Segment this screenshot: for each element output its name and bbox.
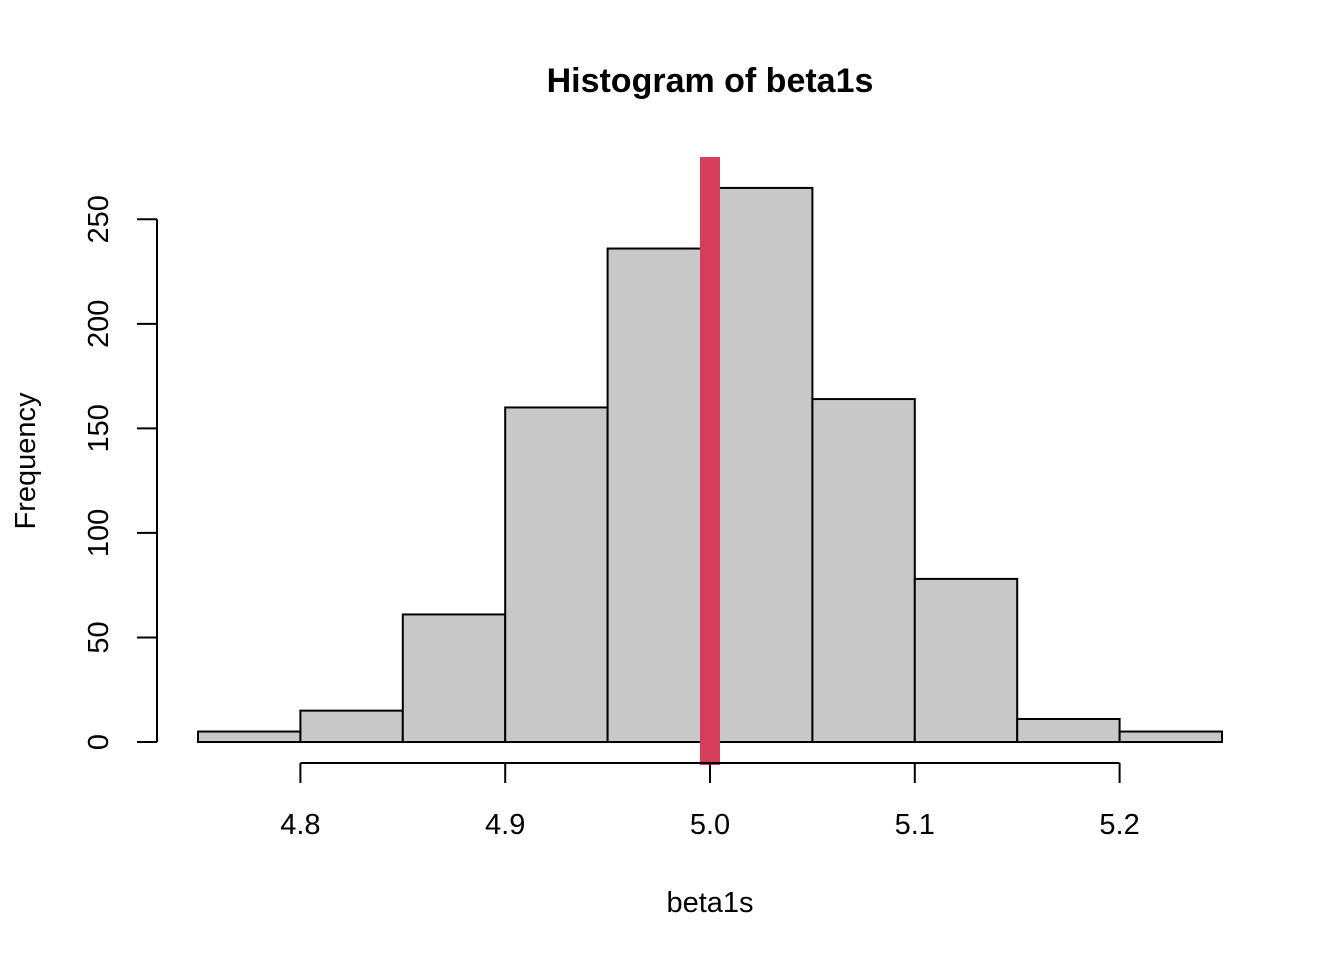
x-axis: 4.8 4.9 5.0 5.1 5.2 xyxy=(280,762,1140,841)
y-tick-label: 200 xyxy=(83,300,115,348)
histogram-bar xyxy=(811,398,916,743)
x-tick-label: 5.0 xyxy=(690,809,730,841)
x-axis-label: beta1s xyxy=(666,887,753,919)
y-tick-label: 0 xyxy=(83,734,115,750)
reference-line xyxy=(700,157,720,765)
histogram-bar xyxy=(913,577,1019,744)
y-axis-label: Frequency xyxy=(10,392,42,530)
histogram-bar xyxy=(197,730,302,744)
x-tick-label: 5.1 xyxy=(895,809,935,841)
chart-title: Histogram of beta1s xyxy=(547,62,874,100)
histogram-bars xyxy=(197,186,1223,744)
x-tick-label: 5.2 xyxy=(1099,809,1139,841)
y-tick-label: 50 xyxy=(83,621,115,653)
y-axis: 0 50 100 150 200 250 xyxy=(83,195,158,750)
histogram-bar xyxy=(401,613,507,743)
x-tick-label: 4.8 xyxy=(280,809,320,841)
x-tick-label: 4.9 xyxy=(485,809,525,841)
y-tick-label: 250 xyxy=(83,195,115,243)
histogram-bar xyxy=(709,186,814,743)
y-tick-label: 100 xyxy=(83,509,115,557)
histogram-bar xyxy=(299,709,404,743)
histogram-bar xyxy=(1118,730,1223,744)
y-tick-label: 150 xyxy=(83,404,115,452)
histogram-bar xyxy=(1016,718,1121,743)
histogram-bar xyxy=(504,406,609,743)
histogram-bar xyxy=(606,247,711,744)
